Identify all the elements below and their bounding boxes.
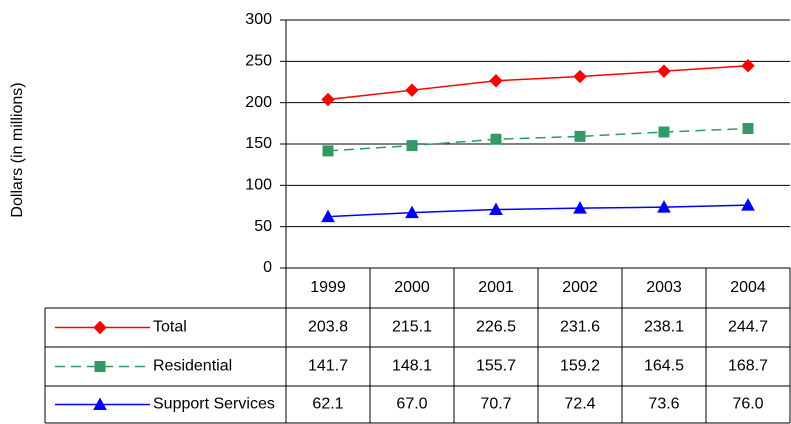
x-tick-label: 1999 xyxy=(310,279,346,296)
marker xyxy=(93,320,107,335)
table-cell: 231.6 xyxy=(560,319,600,336)
series-line xyxy=(327,127,749,152)
marker xyxy=(490,133,502,145)
table-cell: 203.8 xyxy=(308,319,348,336)
table-cell: 244.7 xyxy=(728,319,768,336)
marker xyxy=(657,200,671,213)
marker xyxy=(321,209,335,223)
marker xyxy=(489,74,503,88)
y-axis-label: Dollars (in millions) xyxy=(9,82,26,217)
legend-label: Support Services xyxy=(153,396,275,413)
y-tick-label: 100 xyxy=(245,177,272,194)
y-tick-label: 0 xyxy=(263,259,272,276)
y-tick-label: 50 xyxy=(254,218,272,235)
table-cell: 67.0 xyxy=(396,396,427,413)
legend-label: Residential xyxy=(153,358,232,375)
table-cell: 76.0 xyxy=(732,396,763,413)
marker xyxy=(405,83,419,97)
table-cell: 155.7 xyxy=(476,358,516,375)
marker xyxy=(322,145,334,157)
marker xyxy=(573,69,587,84)
marker xyxy=(741,198,755,211)
table-cell: 238.1 xyxy=(644,319,684,336)
table-cell: 62.1 xyxy=(312,396,343,413)
marker xyxy=(658,126,670,138)
marker xyxy=(742,123,754,135)
table-cell: 168.7 xyxy=(728,358,768,375)
table-cell: 215.1 xyxy=(392,319,432,336)
marker xyxy=(574,130,586,142)
table-cell: 226.5 xyxy=(476,319,516,336)
legend-label: Total xyxy=(153,319,187,336)
marker xyxy=(573,201,587,214)
series-line xyxy=(327,204,749,218)
table-cell: 164.5 xyxy=(644,358,684,375)
series-line xyxy=(327,64,749,101)
marker xyxy=(406,140,418,152)
x-tick-label: 2001 xyxy=(478,279,514,296)
marker xyxy=(94,361,106,372)
marker xyxy=(321,92,335,107)
x-tick-label: 2003 xyxy=(646,279,682,296)
y-tick-label: 200 xyxy=(245,94,272,111)
table-cell: 148.1 xyxy=(392,358,432,375)
marker xyxy=(93,397,107,410)
marker xyxy=(741,59,755,73)
x-tick-label: 2002 xyxy=(562,279,598,296)
y-tick-label: 300 xyxy=(245,11,272,28)
table-cell: 159.2 xyxy=(560,358,600,375)
table-cell: 141.7 xyxy=(308,358,348,375)
marker xyxy=(489,202,503,216)
x-tick-label: 2004 xyxy=(730,279,766,296)
marker xyxy=(657,64,671,78)
x-tick-label: 2000 xyxy=(394,279,430,296)
table-cell: 70.7 xyxy=(480,396,511,413)
y-tick-label: 150 xyxy=(245,135,272,152)
table-cell: 72.4 xyxy=(564,396,595,413)
y-tick-label: 250 xyxy=(245,53,272,70)
table-cell: 73.6 xyxy=(648,396,679,413)
marker xyxy=(405,205,419,219)
